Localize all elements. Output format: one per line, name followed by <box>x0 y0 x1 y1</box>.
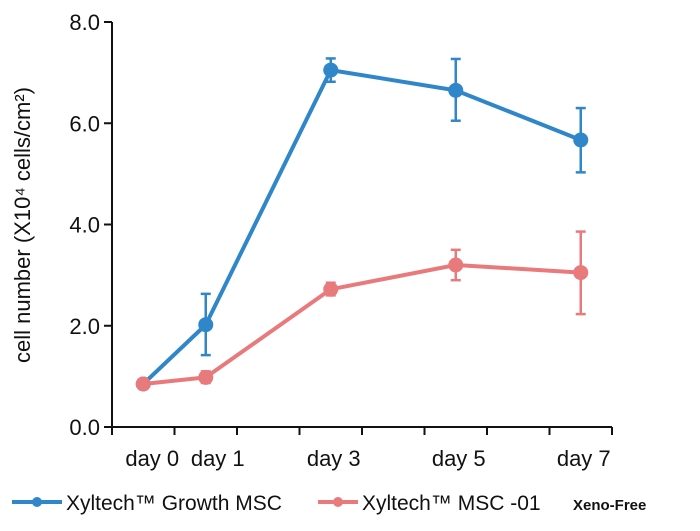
data-point <box>198 369 214 385</box>
data-point <box>198 317 214 333</box>
legend-item-growth-msc: Xyltech™ Growth MSC <box>12 492 282 515</box>
data-point <box>448 257 464 273</box>
y-tick-label: 0.0 <box>69 415 100 440</box>
y-tick-label: 2.0 <box>69 314 100 339</box>
legend-label-xeno-free: Xeno-Free <box>573 497 646 514</box>
x-tick-label: day 1 <box>191 446 245 471</box>
legend-marker-growth-msc <box>32 497 42 507</box>
legend: Xyltech™ Growth MSC Xyltech™ MSC -01 Xen… <box>12 492 646 515</box>
legend-item-msc-01: Xyltech™ MSC -01 Xeno-Free <box>318 492 646 515</box>
x-tick-label: day 5 <box>432 446 486 471</box>
y-tick-label: 6.0 <box>69 111 100 136</box>
y-tick-label: 8.0 <box>69 10 100 35</box>
series-layer <box>135 57 589 392</box>
legend-label-msc-01: Xyltech™ MSC -01 <box>362 492 541 515</box>
series-1 <box>135 230 589 392</box>
data-point <box>573 265 589 281</box>
data-point <box>448 82 464 98</box>
axes: 0.0 2.0 4.0 6.0 8.0 day 0 day 1 day 3 day 5 day 7 <box>69 10 613 471</box>
data-point <box>573 132 589 148</box>
x-tick-label: day 7 <box>557 446 611 471</box>
series-line <box>141 68 582 386</box>
legend-marker-msc-01 <box>333 497 343 507</box>
y-tick-label: 4.0 <box>69 213 100 238</box>
x-tick-label: day 3 <box>307 446 361 471</box>
series-0 <box>135 57 589 392</box>
x-tick-label: day 0 <box>125 446 179 471</box>
data-point <box>323 62 339 78</box>
data-point <box>323 281 339 297</box>
y-axis-label: cell number (X10⁴ cells/cm²) <box>10 87 35 363</box>
legend-label-growth-msc: Xyltech™ Growth MSC <box>66 492 282 515</box>
data-point <box>135 376 151 392</box>
